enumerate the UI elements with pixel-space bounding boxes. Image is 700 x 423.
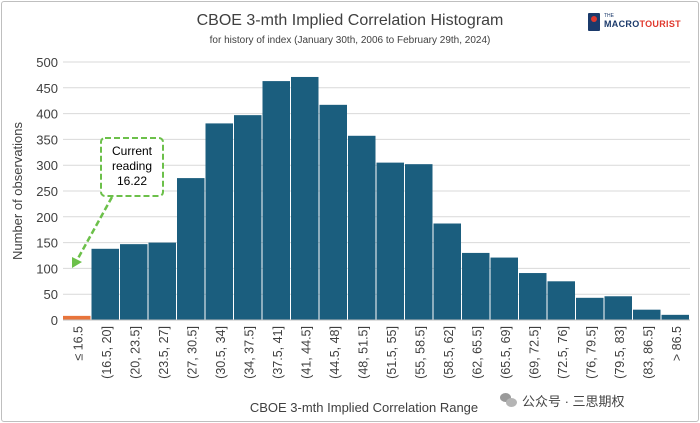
bar [433,223,461,320]
y-tick-label: 400 [36,107,58,122]
x-tick-label: (62, 65.5] [470,326,484,379]
x-tick-label: (51.5, 55] [385,326,399,379]
x-tick-label: (30.5, 34] [214,326,228,379]
x-tick-label: (72.5, 76] [556,326,570,379]
x-tick-label: (16.5, 20] [100,326,114,379]
x-tick-label: (83, 86.5] [641,326,655,379]
bar [148,242,176,320]
logo-wordmark: MACROTOURIST [604,19,681,29]
logo-small-text: THE [604,13,614,19]
x-tick-label: (76, 79.5] [584,326,598,379]
x-tick-label: (79.5, 83] [613,326,627,379]
chart-title: CBOE 3-mth Implied Correlation Histogram [197,12,504,29]
macro-tourist-logo: THE MACROTOURIST [588,13,692,35]
x-tick-label: (58.5, 62] [442,326,456,379]
watermark: 公众号 · 三思期权 [500,390,625,410]
x-tick-label: (69, 72.5] [527,326,541,379]
y-tick-label: 50 [44,287,58,302]
x-tick-label: (41, 44.5] [299,326,313,379]
bar [234,115,262,320]
bar [661,314,689,320]
chart-subtitle: for history of index (January 30th, 2006… [210,35,491,46]
x-axis-label: CBOE 3-mth Implied Correlation Range [250,400,478,415]
bar [519,273,547,320]
annotation-box [100,137,164,197]
bars [63,76,690,321]
y-tick-label: 350 [36,132,58,147]
annotation-arrow-head [72,257,82,268]
bar [177,178,205,320]
y-axis-label: Number of observations [10,121,25,260]
y-axis-ticks: 0 50 100 150 200 250 300 350 400 450 500 [36,55,58,328]
annotation-arrow [74,196,114,263]
bar [633,309,661,320]
x-tick-label: (37.5, 41] [271,326,285,379]
y-tick-label: 250 [36,184,58,199]
y-tick-label: 100 [36,261,58,276]
bar [376,162,404,320]
x-tick-label: > 86.5 [670,326,684,361]
bar [291,76,319,321]
x-tick-label: (27, 30.5] [185,326,199,379]
watermark-text: 公众号 · 三思期权 [522,393,625,409]
logo-badge-icon [588,13,600,31]
x-tick-label: (23.5, 27] [157,326,171,379]
current-reading-annotation: Current reading 16.22 [72,137,164,268]
wechat-icon [500,392,518,408]
bar [120,244,148,320]
bar [576,297,604,320]
bar [405,164,433,320]
x-tick-label: ≤ 16.5 [71,326,85,361]
bar [348,135,376,320]
bar [205,123,233,321]
logo-word-part2: TOURIST [639,19,681,29]
annotation-line-3: 16.22 [117,174,147,188]
bar [547,281,575,320]
bar [262,81,290,320]
y-tick-label: 150 [36,236,58,251]
x-tick-label: (48, 51.5] [356,326,370,379]
logo-word-part1: MACRO [604,19,640,29]
bar [604,296,632,320]
x-tick-label: (34, 37.5] [242,326,256,379]
bar [91,248,119,320]
y-tick-label: 450 [36,81,58,96]
annotation-line-1: Current [112,144,153,158]
y-tick-label: 500 [36,55,58,70]
y-tick-label: 200 [36,210,58,225]
bar [490,257,518,320]
y-tick-label: 300 [36,158,58,173]
x-tick-label: (55, 58.5] [413,326,427,379]
x-tick-label: (65.5, 69] [499,326,513,379]
bar [462,252,490,320]
bar [319,104,347,320]
x-tick-label: (44.5, 48] [328,326,342,379]
y-tick-label: 0 [51,313,58,328]
x-tick-label: (20, 23.5] [128,326,142,379]
x-axis-ticks: ≤ 16.5 (16.5, 20] (20, 23.5] (23.5, 27] (27,… [71,326,684,379]
annotation-line-2: reading [112,159,152,173]
bar [63,315,91,320]
